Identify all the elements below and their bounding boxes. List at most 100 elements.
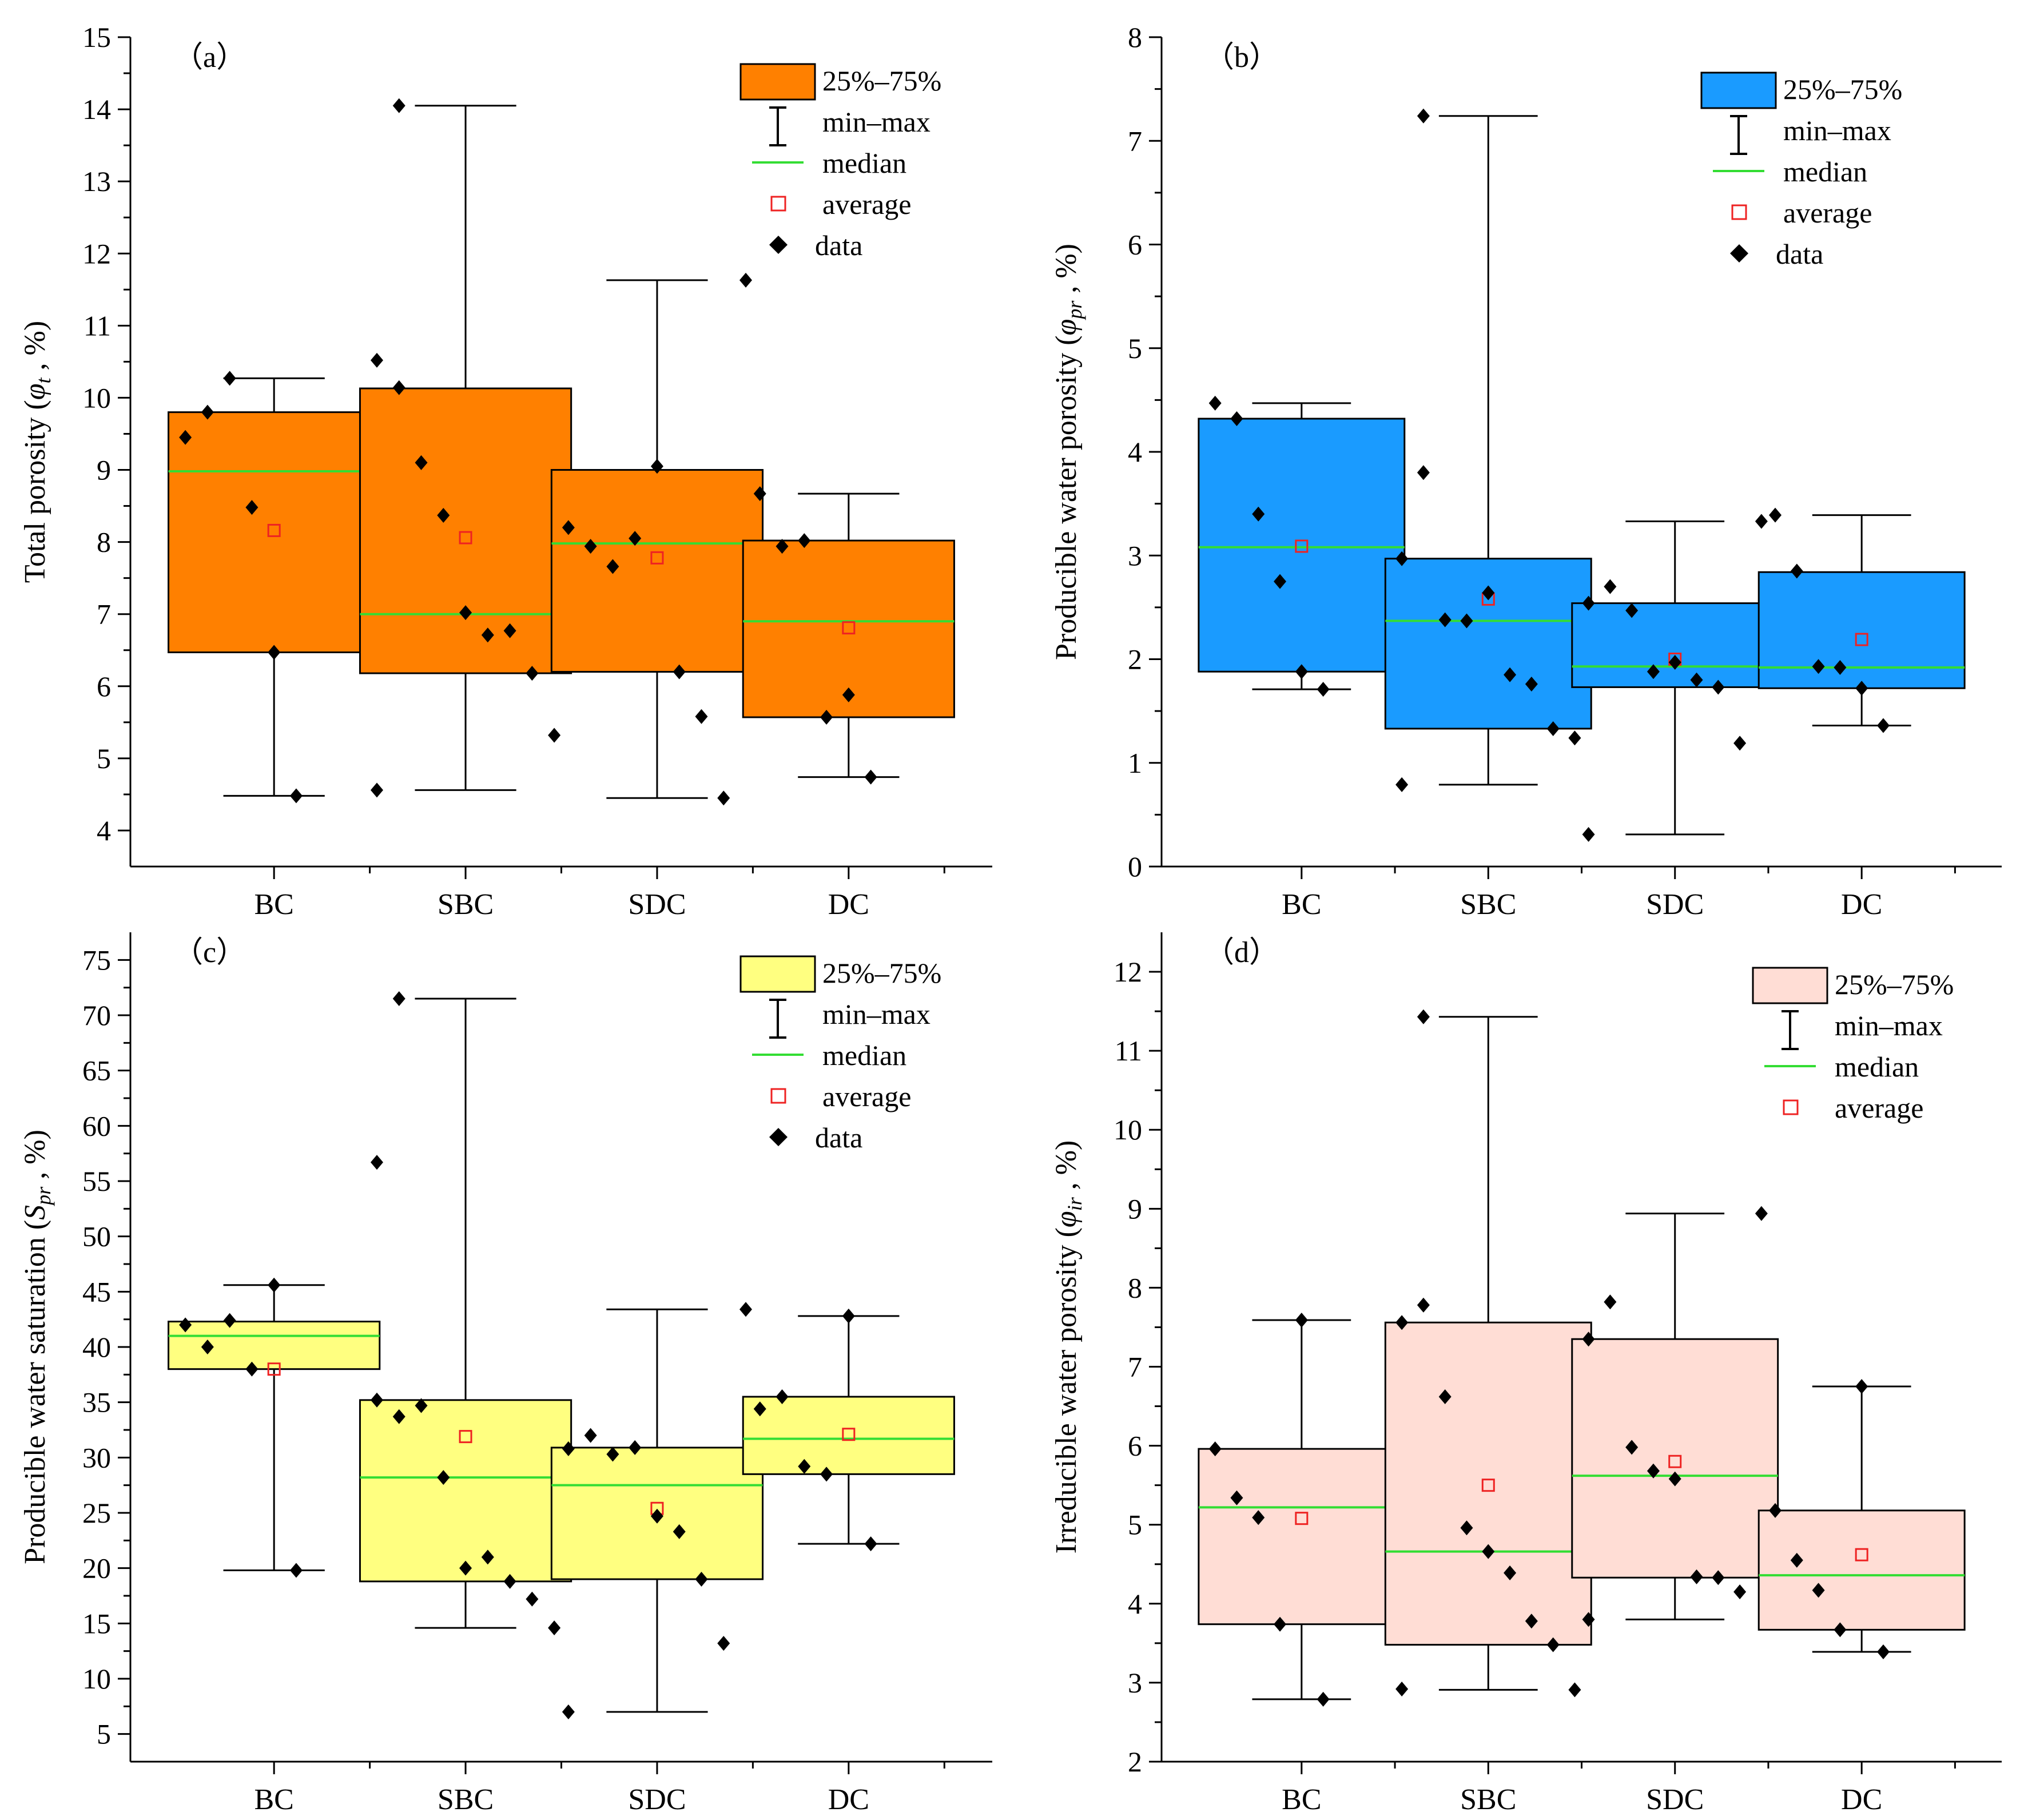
iqr-box (550, 469, 764, 673)
y-axis-title-tail: , %) (1050, 1141, 1083, 1198)
data-point (673, 664, 686, 679)
y-tick-label: 12 (82, 237, 111, 269)
data-point (753, 1401, 766, 1417)
average-marker (267, 1362, 281, 1376)
data-point (717, 790, 730, 806)
legend-box-swatch (1700, 71, 1777, 109)
data-point (1295, 1313, 1308, 1328)
data-point (1395, 1681, 1409, 1696)
y-tick-label: 4 (1128, 1588, 1142, 1620)
data-point (1876, 718, 1890, 733)
data-point (739, 1302, 753, 1317)
box-bc (1198, 1313, 1406, 1707)
data-point (223, 371, 236, 386)
data-point (1504, 667, 1517, 682)
panel-a: 4 5 6 7 8 9 10 11 12 13 14 15 BC SBC SDC DC Total porosi… (19, 21, 992, 921)
data-point (1582, 826, 1595, 842)
box-sbc (359, 991, 572, 1636)
data-point (1834, 1622, 1847, 1638)
data-point (245, 1361, 259, 1377)
legend-data-marker (769, 1128, 788, 1146)
x-tick-label-bc: BC (1282, 888, 1321, 921)
y-axis-title-main: Producible water saturation ( (19, 1220, 51, 1564)
data-point (1482, 1544, 1495, 1559)
data-point (1604, 1294, 1617, 1310)
legend-average-marker (770, 196, 786, 212)
y-tick-label: 10 (82, 382, 111, 414)
data-point (1582, 1612, 1595, 1627)
legend-average-label: average (822, 1080, 911, 1112)
average-marker (1855, 633, 1868, 646)
legend-median-label: median (822, 147, 906, 179)
data-point (1625, 1440, 1639, 1455)
y-tick-label: 20 (82, 1552, 111, 1584)
legend-whisker-label: min–max (822, 998, 931, 1030)
data-point (1208, 395, 1222, 411)
data-point (1460, 613, 1473, 629)
data-point (562, 1441, 575, 1456)
y-tick-label: 60 (82, 1110, 111, 1142)
data-point (268, 1277, 281, 1293)
box-sdc (1571, 1206, 1779, 1627)
iqr-box (359, 387, 572, 674)
y-tick-label: 2 (1128, 643, 1142, 675)
data-point (1733, 736, 1747, 751)
legend: 25%–75% min–max median average data (739, 955, 941, 1154)
legend-median-label: median (1835, 1051, 1919, 1083)
data-point (1876, 1644, 1890, 1660)
average-marker (842, 621, 856, 635)
data-point (842, 687, 855, 702)
x-tick-label-sbc: SBC (1460, 888, 1516, 921)
legend-box-swatch (739, 63, 816, 101)
data-point (695, 1572, 708, 1587)
panel-label: （d） (1204, 936, 1279, 969)
y-tick-label: 12 (1114, 956, 1142, 988)
y-tick-label: 3 (1128, 1667, 1142, 1699)
y-tick-label: 10 (1114, 1114, 1142, 1146)
average-marker (1481, 1479, 1495, 1492)
y-tick-label: 6 (97, 670, 111, 702)
data-point (673, 1524, 686, 1539)
y-axis-title-tail: , %) (19, 1130, 51, 1187)
data-point (289, 1563, 303, 1578)
y-axis-title-symbol: φ (19, 384, 51, 400)
data-point (1668, 654, 1681, 670)
panel-label: （a） (173, 41, 246, 74)
data-point (1417, 108, 1430, 124)
y-tick-label: 45 (82, 1275, 111, 1308)
iqr-box (1571, 1338, 1779, 1579)
legend-data-marker (769, 236, 788, 254)
data-point (1790, 1552, 1803, 1568)
box-sbc (1384, 108, 1592, 792)
data-point (1625, 603, 1639, 618)
data-point (1755, 1206, 1768, 1221)
box-sbc (1384, 1009, 1592, 1698)
box-bc (168, 371, 381, 804)
legend: 25%–75% min–max median average (1752, 967, 1954, 1124)
y-tick-label: 70 (82, 999, 111, 1031)
data-point (548, 728, 561, 743)
average-marker (1295, 539, 1309, 553)
data-point (1733, 1584, 1747, 1600)
y-tick-label: 11 (83, 309, 111, 341)
data-point (415, 1398, 428, 1413)
data-point (392, 380, 405, 395)
box-dc (1757, 507, 1966, 733)
y-tick-label: 50 (82, 1221, 111, 1253)
data-point (1769, 1503, 1782, 1518)
y-tick-label: 7 (97, 598, 111, 630)
legend: 25%–75% min–max median average data (739, 63, 941, 261)
y-tick-label: 8 (1128, 21, 1142, 53)
y-tick-label: 40 (82, 1331, 111, 1363)
y-axis-title-symbol: φ (1050, 1211, 1083, 1227)
data-point (1546, 1637, 1560, 1652)
legend-average-marker (1783, 1099, 1799, 1115)
data-point (864, 769, 877, 785)
legend-median-label: median (1783, 156, 1867, 188)
data-point (1525, 1614, 1538, 1629)
y-tick-label: 7 (1128, 125, 1142, 157)
y-tick-label: 13 (82, 165, 111, 197)
data-point (392, 991, 405, 1006)
x-tick-label-dc: DC (1841, 888, 1882, 921)
y-axis-title-main: Irreducible water porosity ( (1050, 1227, 1083, 1553)
